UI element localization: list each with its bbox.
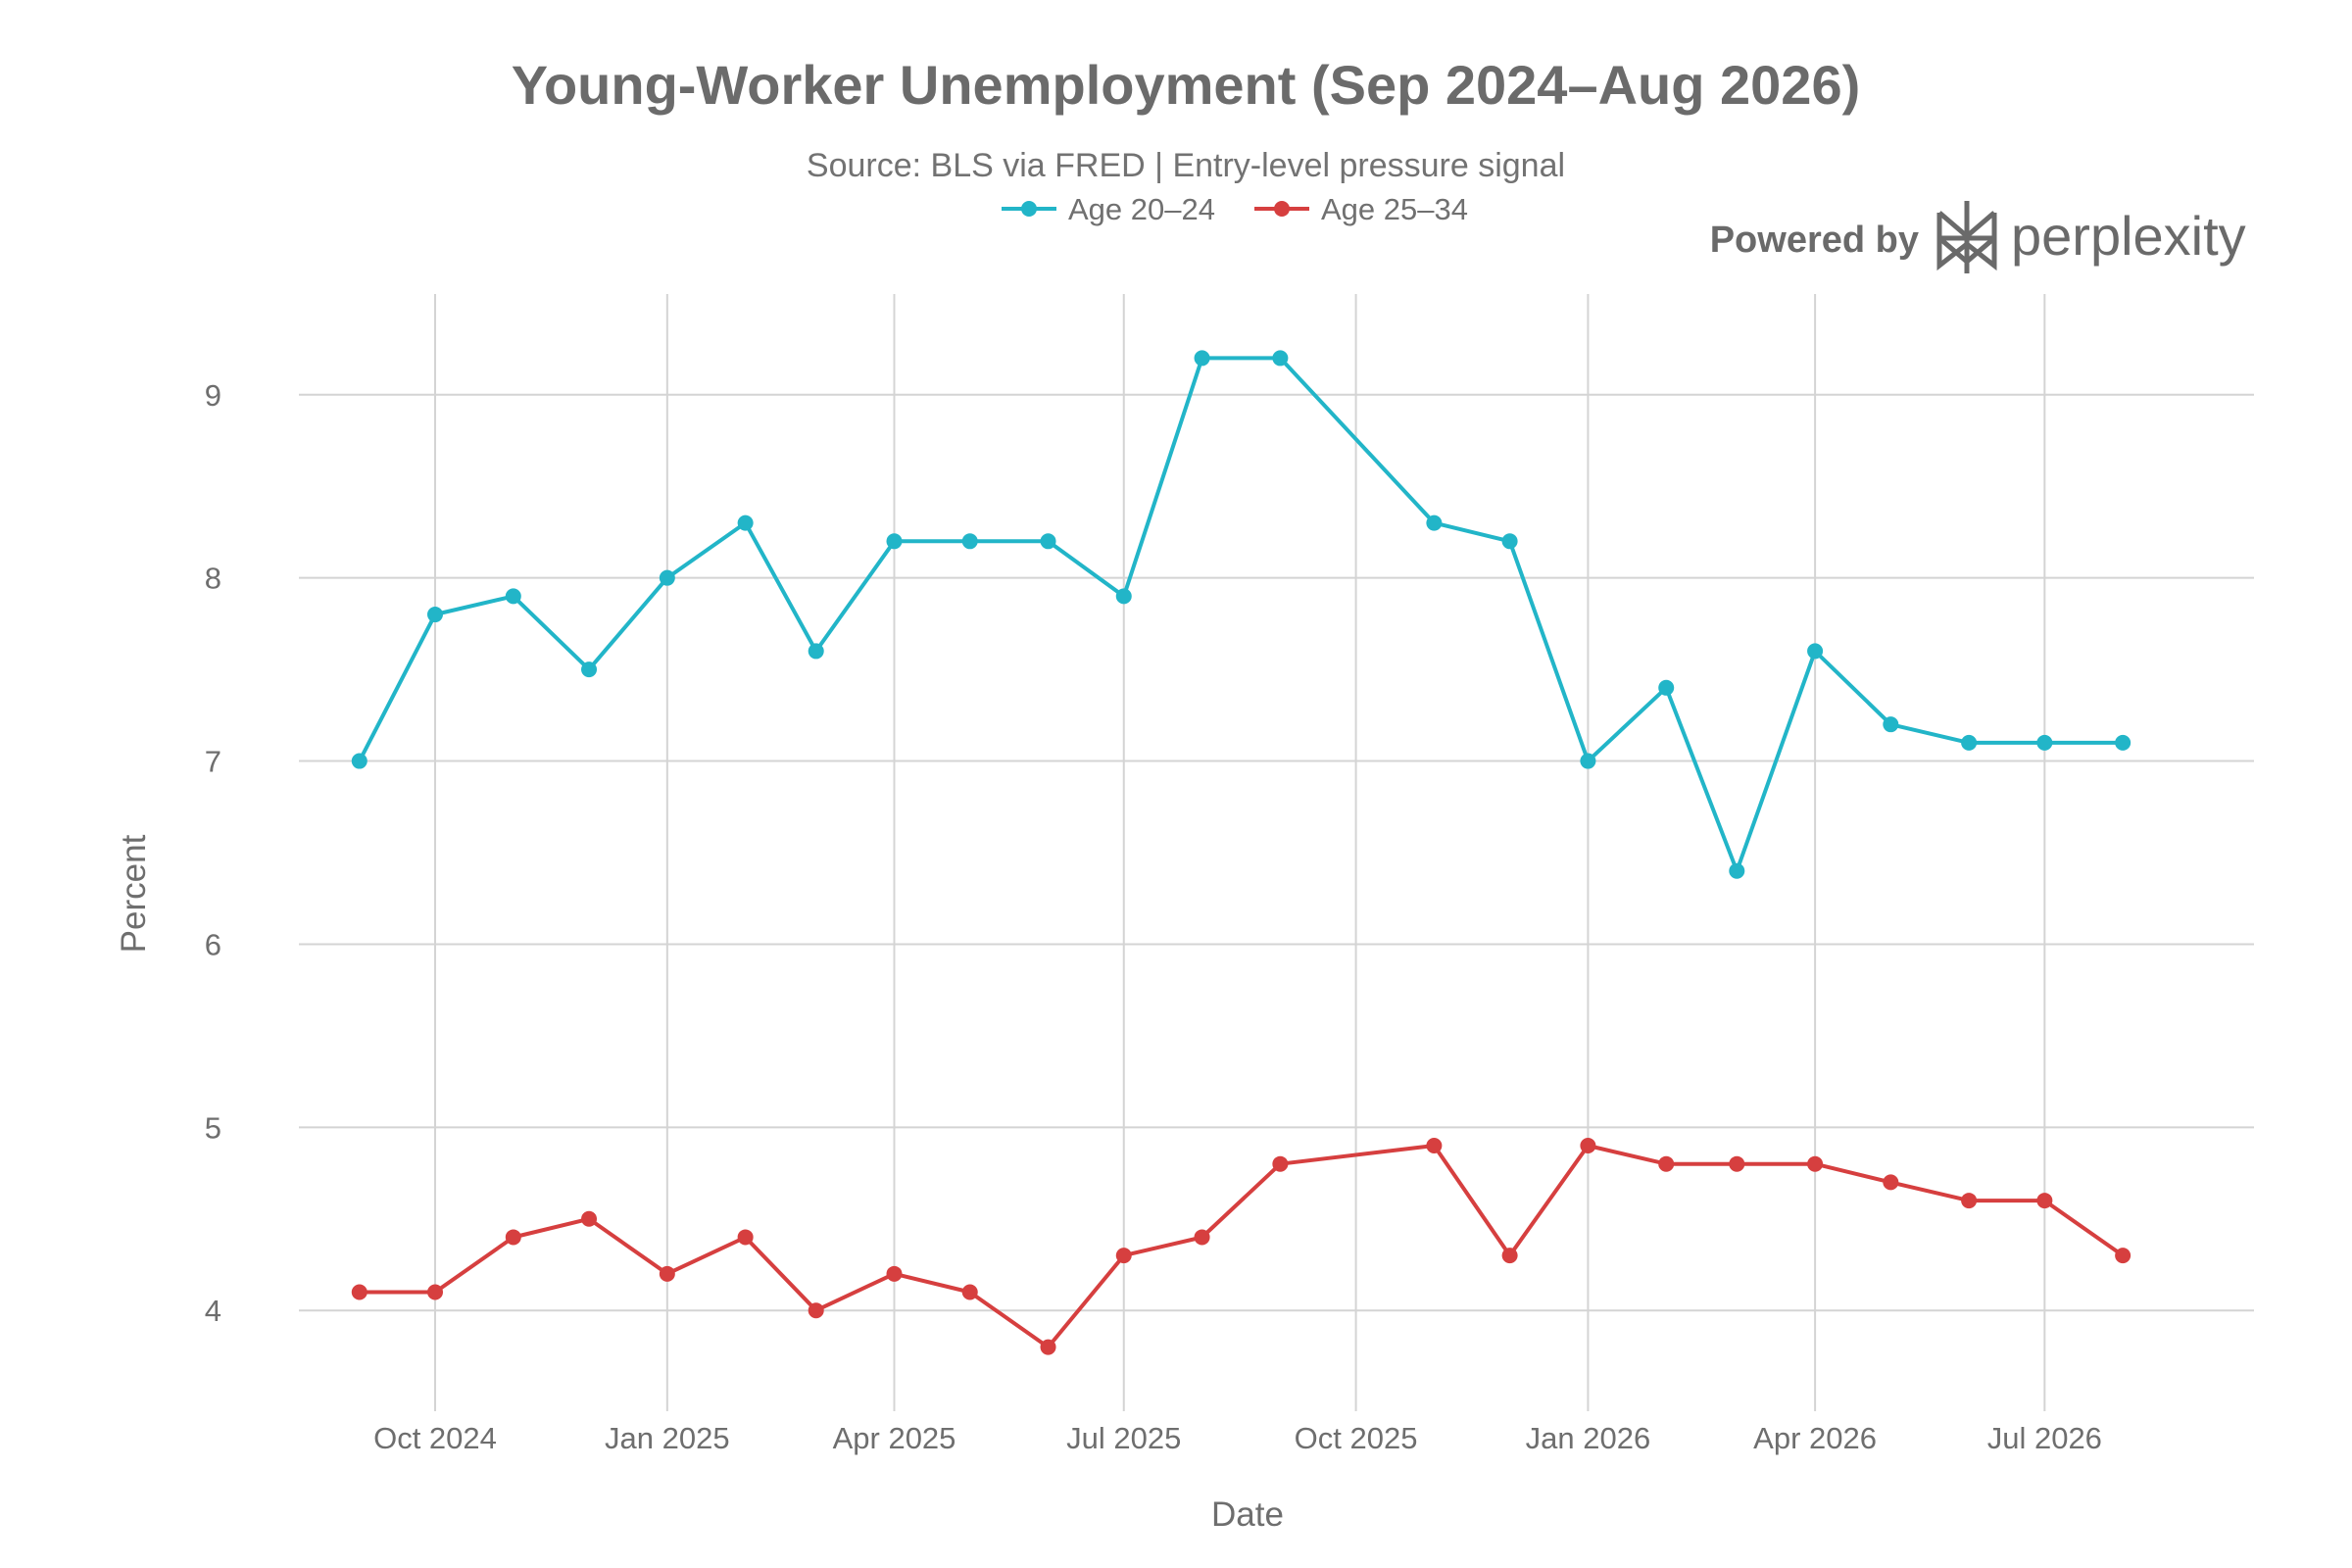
grid [299,294,2254,1411]
data-point[interactable] [737,514,754,531]
data-point[interactable] [1115,1248,1132,1264]
chart-title: Young-Worker Unemployment (Sep 2024–Aug … [512,54,1860,116]
data-point[interactable] [581,1210,598,1227]
x-tick-label: Oct 2024 [373,1421,497,1455]
data-point[interactable] [427,1284,444,1300]
series-1 [351,350,2132,879]
series-line [357,356,2126,873]
data-point[interactable] [1194,1229,1210,1246]
y-tick-label: 7 [205,745,221,779]
data-point[interactable] [1658,1155,1675,1172]
y-tick-label: 8 [205,562,221,596]
data-point[interactable] [1272,1155,1289,1172]
x-tick-label: Apr 2025 [833,1421,956,1455]
y-axis-ticks: 4 5 6 7 8 9 [205,378,221,1328]
series-layer [351,350,2132,1355]
data-point[interactable] [1501,1248,1518,1264]
data-point[interactable] [659,569,675,586]
y-axis-title: Percent [115,834,153,953]
data-point[interactable] [1961,734,1978,751]
x-axis-title: Date [1211,1495,1284,1534]
data-point[interactable] [1807,643,1824,660]
data-point[interactable] [2115,734,2132,751]
data-point[interactable] [659,1265,675,1282]
data-point[interactable] [1729,1155,1745,1172]
legend-swatch-marker [1021,201,1037,217]
data-point[interactable] [886,1265,903,1282]
powered-by-label: Powered by [1710,220,1919,261]
data-point[interactable] [1961,1193,1978,1209]
x-tick-label: Jan 2026 [1526,1421,1651,1455]
x-tick-label: Jul 2026 [1987,1421,2102,1455]
data-point[interactable] [505,588,521,605]
data-point[interactable] [1580,1138,1596,1154]
data-point[interactable] [1426,1138,1443,1154]
y-tick-label: 4 [205,1294,221,1328]
perplexity-wordmark: perplexity [2011,205,2246,267]
data-point[interactable] [1729,862,1745,879]
data-point[interactable] [2036,1193,2053,1209]
data-point[interactable] [427,607,444,623]
data-point[interactable] [961,533,978,550]
data-point[interactable] [1807,1155,1824,1172]
legend-item-2[interactable]: Age 25–34 [1254,192,1468,226]
data-point[interactable] [2036,734,2053,751]
data-point[interactable] [351,1284,368,1300]
data-point[interactable] [2115,1248,2132,1264]
data-point[interactable] [351,753,368,769]
x-tick-label: Jul 2025 [1066,1421,1181,1455]
x-tick-label: Apr 2026 [1753,1421,1877,1455]
data-point[interactable] [1658,679,1675,696]
series-2 [351,1138,2132,1355]
data-point[interactable] [886,533,903,550]
data-point[interactable] [505,1229,521,1246]
chart-subtitle: Source: BLS via FRED | Entry-level press… [807,147,1565,184]
data-point[interactable] [1883,1174,1899,1191]
series-line [357,1144,2126,1349]
data-point[interactable] [961,1284,978,1300]
data-point[interactable] [808,1302,824,1319]
data-point[interactable] [1040,1339,1056,1355]
y-tick-label: 5 [205,1110,221,1145]
data-point[interactable] [581,662,598,678]
legend-label: Age 20–24 [1068,192,1215,226]
data-point[interactable] [1115,588,1132,605]
data-point[interactable] [1580,753,1596,769]
data-point[interactable] [1272,350,1289,367]
legend-swatch-marker [1274,201,1290,217]
legend-item-1[interactable]: Age 20–24 [1002,192,1215,226]
data-point[interactable] [737,1229,754,1246]
x-tick-label: Jan 2025 [605,1421,730,1455]
data-point[interactable] [1883,716,1899,733]
data-point[interactable] [1426,514,1443,531]
legend[interactable]: Age 20–24 Age 25–34 [1002,192,1468,226]
data-point[interactable] [1040,533,1056,550]
y-tick-label: 6 [205,927,221,961]
data-point[interactable] [1501,533,1518,550]
x-tick-label: Oct 2025 [1295,1421,1418,1455]
powered-by-perplexity: Powered by perplexity [1710,201,2246,273]
legend-label: Age 25–34 [1321,192,1468,226]
perplexity-logo-icon [1936,201,1997,273]
y-tick-label: 9 [205,378,221,413]
data-point[interactable] [1194,350,1210,367]
data-point[interactable] [808,643,824,660]
x-axis-ticks: Oct 2024 Jan 2025 Apr 2025 Jul 2025 Oct 2025… [373,1421,2102,1455]
